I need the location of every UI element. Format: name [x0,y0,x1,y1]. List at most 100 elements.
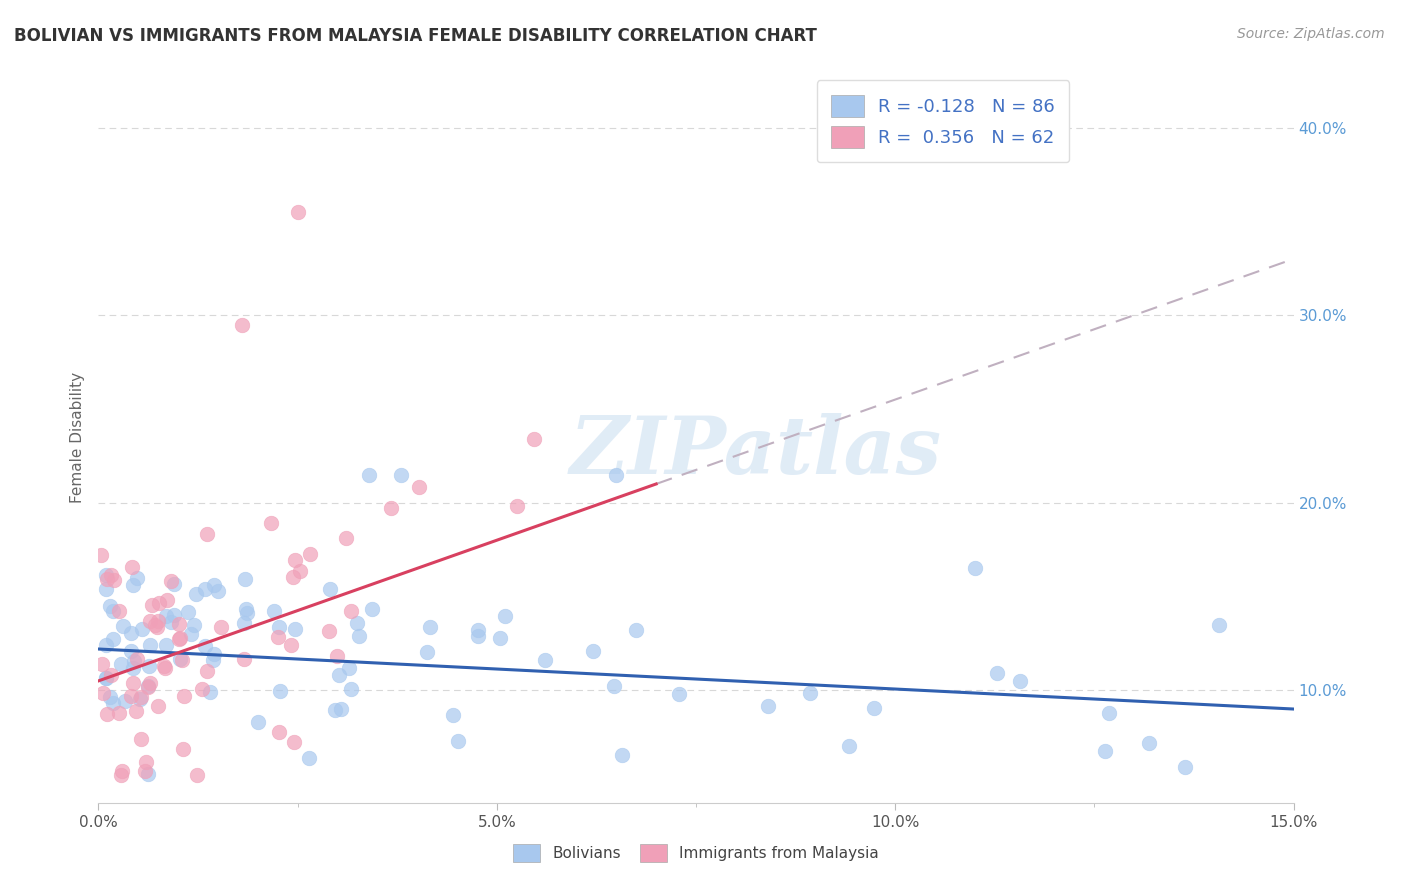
Point [284,553,307,567]
Point [489,631,512,645]
Point [163,577,186,591]
Point [194,639,217,653]
Point [201,653,224,667]
Point [121,689,143,703]
Point [143,618,166,632]
Point [232,615,254,630]
Point [280,638,302,652]
Point [200,685,222,699]
Point [139,614,162,628]
Point [207,584,229,599]
Point [605,467,627,482]
Point [167,632,190,646]
Point [380,501,402,516]
Point [112,619,135,633]
Point [299,547,322,561]
Point [146,698,169,713]
Point [148,596,170,610]
Point [1174,760,1197,774]
Point [318,624,340,639]
Point [169,652,191,666]
Point [263,604,285,618]
Point [125,571,148,585]
Point [141,598,163,612]
Point [134,764,156,778]
Point [799,686,821,700]
Point [180,626,202,640]
Point [160,574,183,589]
Point [202,647,225,661]
Point [111,764,134,778]
Point [169,631,191,645]
Point [114,694,136,708]
Point [323,703,346,717]
Point [122,675,145,690]
Point [298,751,321,765]
Point [186,767,208,781]
Point [127,652,149,666]
Point [233,573,256,587]
Point [408,480,430,494]
Point [247,715,270,730]
Point [337,661,360,675]
Point [153,659,176,673]
Text: BOLIVIAN VS IMMIGRANTS FROM MALAYSIA FEMALE DISABILITY CORRELATION CHART: BOLIVIAN VS IMMIGRANTS FROM MALAYSIA FEM… [14,27,817,45]
Point [138,659,160,673]
Point [153,661,176,675]
Point [163,607,186,622]
Point [155,638,177,652]
Point [1137,736,1160,750]
Point [139,639,162,653]
Point [146,620,169,634]
Point [269,684,291,698]
Point [186,587,208,601]
Point [335,531,357,545]
Point [339,605,361,619]
Point [101,603,124,617]
Point [582,644,605,658]
Point [96,582,118,596]
Point [838,739,860,754]
Point [269,725,291,739]
Point [202,578,225,592]
Point [467,629,489,643]
Point [129,690,152,705]
Point [121,578,143,592]
Point [91,657,114,672]
Point [129,692,152,706]
Point [131,622,153,636]
Point [236,606,259,620]
Point [107,706,129,720]
Point [101,696,124,710]
Point [494,608,516,623]
Point [96,573,118,587]
Point [136,767,159,781]
Point [177,605,200,619]
Point [98,599,121,613]
Point [131,732,153,747]
Point [441,708,464,723]
Point [260,516,283,530]
Point [340,681,363,696]
Point [173,689,195,703]
Point [155,609,177,624]
Point [120,643,142,657]
Point [863,701,886,715]
Point [603,679,626,693]
Point [96,567,118,582]
Point [136,679,159,693]
Point [194,582,217,596]
Point [172,653,194,667]
Point [100,567,122,582]
Point [447,734,470,748]
Point [190,681,212,696]
Point [287,205,309,219]
Point [110,657,132,671]
Point [419,620,441,634]
Point [668,687,690,701]
Point [1094,744,1116,758]
Point [96,706,118,721]
Y-axis label: Female Disability: Female Disability [69,371,84,503]
Point [328,667,350,681]
Text: ZIPatlas: ZIPatlas [569,413,942,491]
